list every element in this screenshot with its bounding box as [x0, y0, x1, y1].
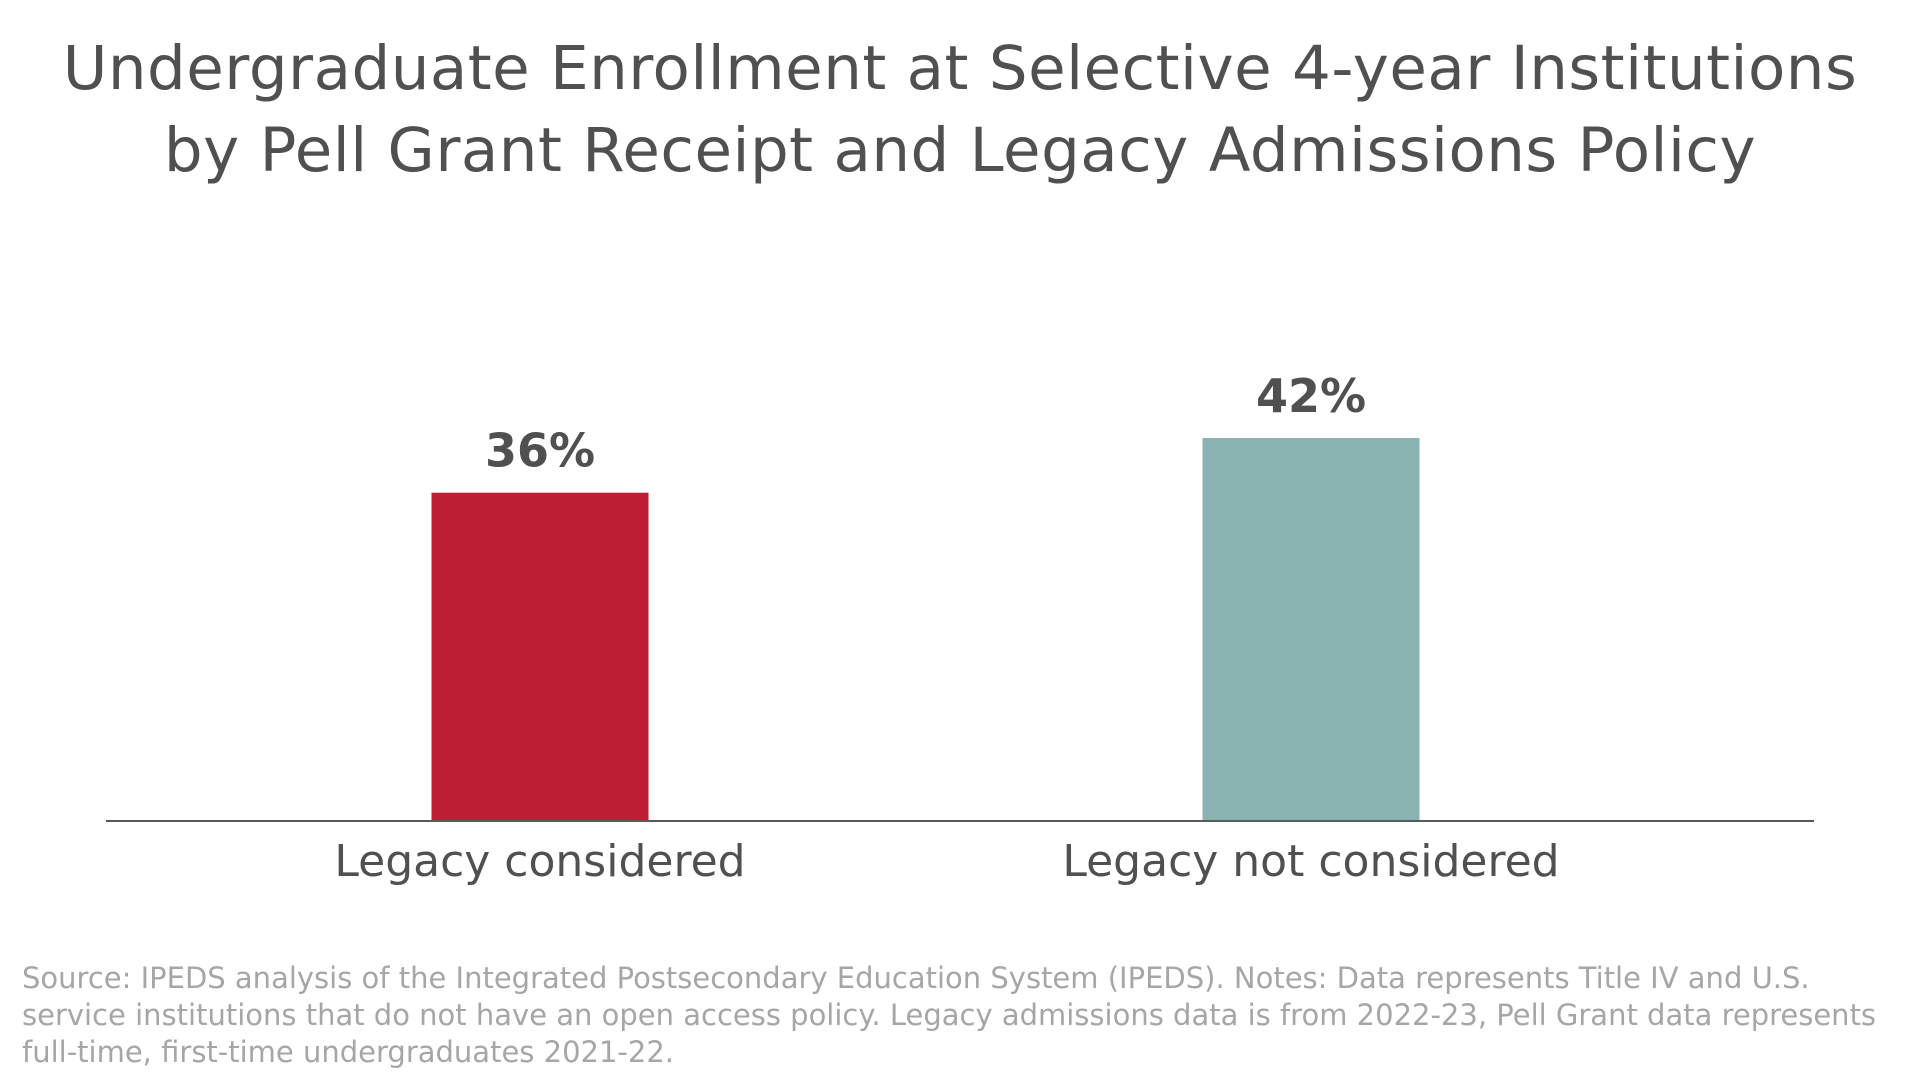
category-label: Legacy considered: [334, 836, 745, 887]
chart-title-line-2: by Pell Grant Receipt and Legacy Admissi…: [163, 115, 1757, 186]
data-label: 42%: [1256, 369, 1366, 423]
data-label: 36%: [485, 424, 595, 478]
category-label: Legacy not considered: [1062, 836, 1559, 887]
bar: [1202, 438, 1420, 821]
chart-title-line-1: Undergraduate Enrollment at Selective 4-…: [62, 33, 1858, 104]
source-note: Source: IPEDS analysis of the Integrated…: [22, 961, 1877, 1069]
chart-title: Undergraduate Enrollment at Selective 4-…: [0, 28, 1920, 192]
bar: [431, 492, 649, 821]
